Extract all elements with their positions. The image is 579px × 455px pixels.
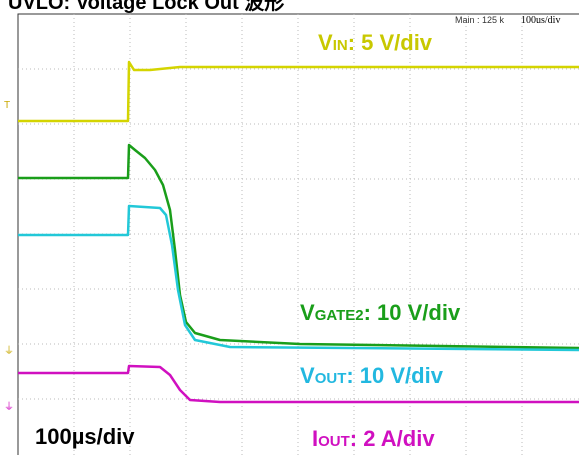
title: UVLO: Voltage Lock Out 波形 [8, 0, 284, 14]
vin-trace [18, 60, 579, 123]
vout-trace [18, 204, 579, 352]
ground-marker: ⏚ [4, 345, 14, 357]
iout-label: IOUT: 2 A/div [312, 426, 435, 451]
vgate-label: VGATE2: 10 V/div [300, 300, 461, 325]
timebase-label: 100us/div [521, 15, 560, 26]
main-label: Main : 125 k [455, 15, 505, 25]
ground-marker: ⏚ [4, 401, 14, 413]
vin-label: VIN: 5 V/div [318, 30, 433, 55]
trigger-marker: T [4, 100, 10, 111]
vout-label: VOUT: 10 V/div [300, 363, 444, 388]
vgate-trace [18, 143, 579, 350]
iout-trace [18, 364, 579, 404]
time-label: 100µs/div [35, 424, 135, 449]
